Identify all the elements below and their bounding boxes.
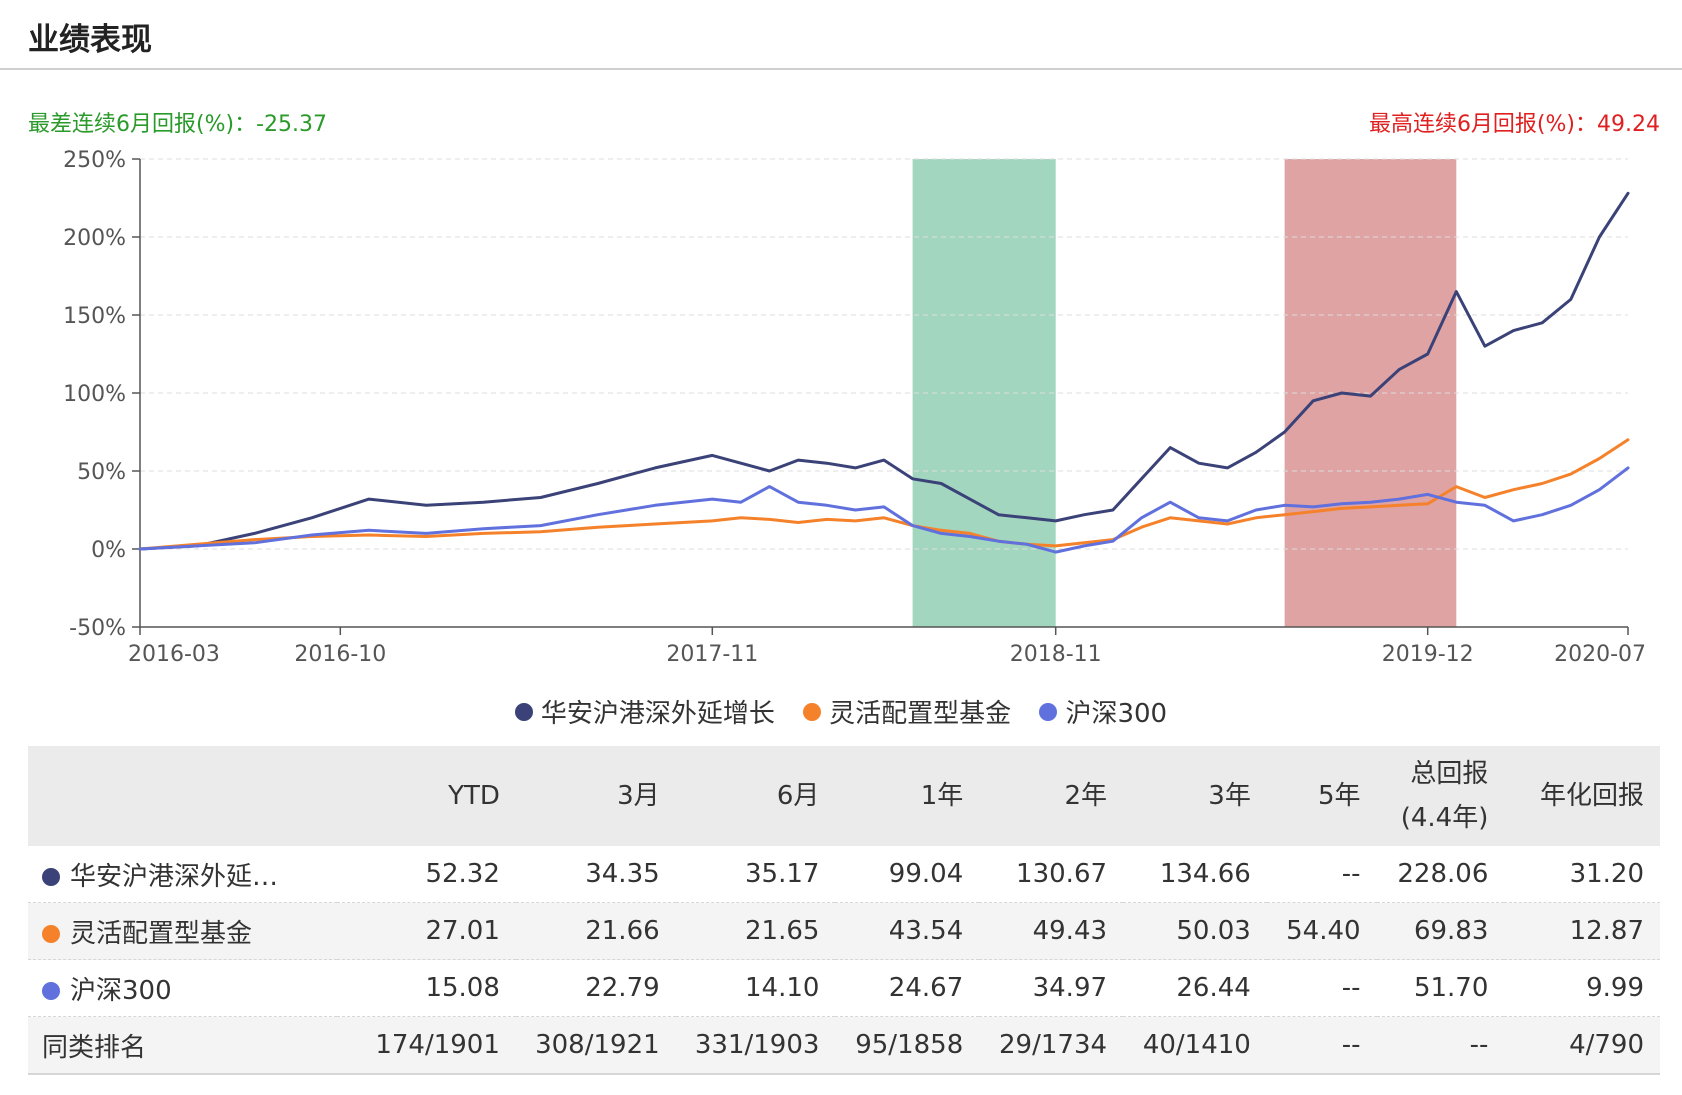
header-total-line2: (4.4年) [1400, 803, 1489, 833]
row-name-cell: 华安沪港深外延… [28, 846, 337, 903]
table-row-category: 灵活配置型基金 27.01 21.66 21.65 43.54 49.43 50… [28, 902, 1660, 960]
cell-3m: 34.35 [515, 846, 676, 903]
cell-1y: 43.54 [835, 902, 980, 960]
cell-3y: 134.66 [1123, 846, 1267, 903]
header-2y: 2年 [979, 746, 1124, 846]
header-5y: 5年 [1266, 746, 1377, 846]
legend-item-category[interactable]: 灵活配置型基金 [803, 693, 1011, 730]
table-header-row: YTD 3月 6月 1年 2年 3年 5年 总回报 (4.4年) 年化回报 [28, 746, 1660, 846]
row-name-cell: 沪深300 [28, 959, 337, 1017]
cell-1y: 95/1858 [835, 1016, 980, 1075]
series-line-index [138, 466, 1630, 554]
legend-dot-category [803, 702, 822, 721]
rank-label: 同类排名 [28, 1016, 337, 1075]
x-tick-label: 2016-03 [128, 642, 220, 667]
grid-lines [140, 158, 1628, 550]
x-tick-label: 2018-11 [1010, 642, 1102, 667]
row-dot-index [42, 981, 60, 1000]
cell-6m: 331/1903 [675, 1016, 836, 1075]
cell-3y: 40/1410 [1123, 1016, 1267, 1075]
header-name [28, 746, 337, 846]
cell-3m: 22.79 [515, 959, 676, 1017]
cell-2y: 49.43 [979, 902, 1124, 960]
y-tick-label: -50% [69, 616, 126, 641]
header-total: 总回报 (4.4年) [1376, 746, 1505, 846]
series-lines [138, 191, 1630, 554]
y-tick-label: 50% [77, 460, 126, 485]
title-divider [0, 68, 1682, 70]
header-3m: 3月 [515, 746, 676, 846]
cell-annual: 4/790 [1504, 1016, 1660, 1075]
cell-total: 69.83 [1376, 902, 1505, 960]
cell-ytd: 174/1901 [336, 1016, 516, 1075]
header-ytd: YTD [336, 746, 516, 846]
cell-annual: 31.20 [1504, 846, 1660, 903]
best-6m-return: 最高连续6月回报(%)：49.24 [1368, 112, 1660, 137]
axes: 250% 200% 150% 100% 50% 0% -50%2016-03 2016-10 2… [63, 148, 1646, 667]
y-tick-label: 200% [63, 226, 126, 251]
header-3y: 3年 [1123, 746, 1267, 846]
cell-5y: -- [1266, 959, 1377, 1017]
cell-ytd: 27.01 [336, 902, 516, 960]
performance-table: YTD 3月 6月 1年 2年 3年 5年 总回报 (4.4年) 年化回报 华安… [28, 746, 1660, 1075]
row-label: 灵活配置型基金 [70, 918, 253, 949]
header-6m: 6月 [675, 746, 836, 846]
cell-5y: 54.40 [1266, 902, 1377, 960]
section-title: 业绩表现 [28, 22, 152, 58]
series-line-fund [138, 191, 1630, 551]
header-1y: 1年 [835, 746, 980, 846]
y-tick-label: 0% [91, 538, 126, 563]
x-tick-label: 2019-12 [1382, 642, 1474, 667]
x-tick-label: 2016-10 [294, 642, 386, 667]
row-label: 沪深300 [70, 975, 172, 1006]
cell-1y: 24.67 [835, 959, 980, 1017]
y-tick-label: 150% [63, 304, 126, 329]
legend-label-category: 灵活配置型基金 [829, 699, 1012, 729]
cell-2y: 34.97 [979, 959, 1124, 1017]
cell-3m: 21.66 [515, 902, 676, 960]
legend-label-index: 沪深300 [1065, 699, 1168, 729]
cell-annual: 12.87 [1504, 902, 1660, 960]
cell-2y: 130.67 [979, 846, 1124, 903]
legend-item-index[interactable]: 沪深300 [1039, 693, 1167, 730]
cell-total: 228.06 [1376, 846, 1505, 903]
chart-legend: 华安沪港深外延增长 灵活配置型基金 沪深300 [0, 693, 1682, 730]
y-tick-label: 100% [63, 382, 126, 407]
cell-6m: 14.10 [675, 959, 836, 1017]
cell-annual: 9.99 [1504, 959, 1660, 1017]
table-row-fund: 华安沪港深外延… 52.32 34.35 35.17 99.04 130.67 … [28, 846, 1660, 903]
header-annual: 年化回报 [1504, 746, 1660, 846]
header-total-line1: 总回报 [1410, 758, 1489, 789]
cell-5y: -- [1266, 846, 1377, 903]
cell-1y: 99.04 [835, 846, 980, 903]
row-label: 华安沪港深外延… [70, 861, 279, 892]
cell-ytd: 15.08 [336, 959, 516, 1017]
y-tick-label: 250% [63, 148, 126, 173]
x-tick-label: 2017-11 [666, 642, 758, 667]
legend-dot-fund [514, 702, 533, 721]
cell-6m: 35.17 [675, 846, 836, 903]
table-row-rank: 同类排名 174/1901 308/1921 331/1903 95/1858 … [28, 1016, 1660, 1075]
x-tick-label: 2020-07 [1554, 642, 1646, 667]
cell-6m: 21.65 [675, 902, 836, 960]
performance-chart: 250% 200% 150% 100% 50% 0% -50%2016-03 2016-10 2… [63, 148, 1646, 667]
cell-total: -- [1376, 1016, 1505, 1075]
cell-2y: 29/1734 [979, 1016, 1124, 1075]
cell-3m: 308/1921 [515, 1016, 676, 1075]
legend-item-fund[interactable]: 华安沪港深外延增长 [514, 693, 775, 730]
table-row-index: 沪深300 15.08 22.79 14.10 24.67 34.97 26.4… [28, 959, 1660, 1017]
cell-3y: 50.03 [1123, 902, 1267, 960]
legend-label-fund: 华安沪港深外延增长 [540, 699, 775, 729]
legend-dot-index [1039, 702, 1058, 721]
worst-6m-return: 最差连续6月回报(%)：-25.37 [28, 112, 327, 137]
cell-5y: -- [1266, 1016, 1377, 1075]
row-dot-fund [42, 867, 60, 886]
row-name-cell: 灵活配置型基金 [28, 902, 337, 960]
cell-3y: 26.44 [1123, 959, 1267, 1017]
cell-total: 51.70 [1376, 959, 1505, 1017]
cell-ytd: 52.32 [336, 846, 516, 903]
row-dot-category [42, 924, 60, 943]
